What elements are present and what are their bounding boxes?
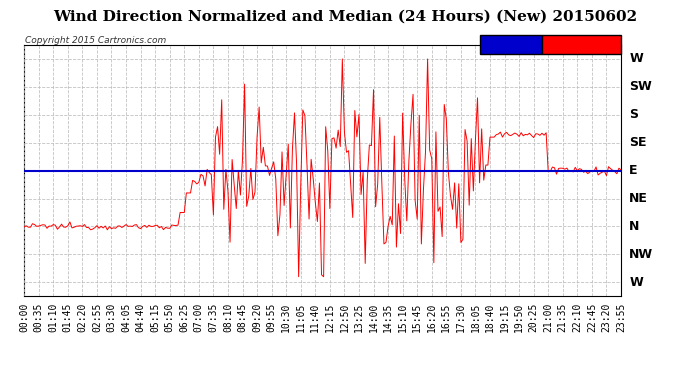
Text: Copyright 2015 Cartronics.com: Copyright 2015 Cartronics.com <box>25 36 166 45</box>
Text: W: W <box>629 53 643 66</box>
Text: SW: SW <box>629 80 652 93</box>
Text: S: S <box>629 108 638 121</box>
Text: SE: SE <box>629 136 647 149</box>
Text: W: W <box>629 276 643 289</box>
Text: E: E <box>629 164 638 177</box>
Text: N: N <box>629 220 640 233</box>
Text: NW: NW <box>629 248 653 261</box>
Text: Average: Average <box>486 39 535 49</box>
Text: Direction: Direction <box>554 39 609 49</box>
Text: NE: NE <box>629 192 648 205</box>
Text: Wind Direction Normalized and Median (24 Hours) (New) 20150602: Wind Direction Normalized and Median (24… <box>53 9 637 23</box>
